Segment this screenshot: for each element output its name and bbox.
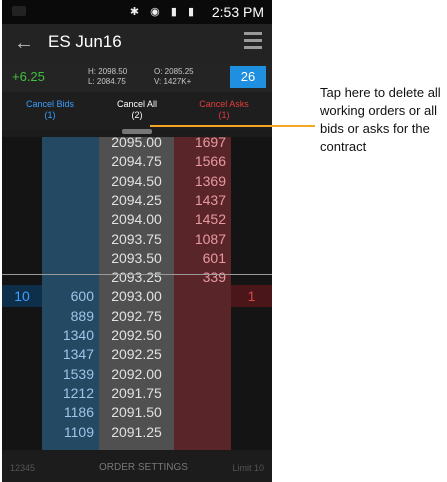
ask-size[interactable]: 601 xyxy=(202,249,226,266)
ladder-row[interactable]: 1212 2091.75 xyxy=(2,382,272,405)
bid-size[interactable]: 600 xyxy=(70,288,94,305)
price-level[interactable]: 2094.00 xyxy=(111,211,162,228)
callout-line xyxy=(150,125,315,127)
ladder-row[interactable]: 1340 2092.50 xyxy=(2,324,272,347)
cancel-bids-label: Cancel Bids xyxy=(25,99,75,109)
ask-size[interactable]: 1437 xyxy=(194,191,226,208)
bid-column xyxy=(42,137,99,450)
price-level[interactable]: 2094.25 xyxy=(111,191,162,208)
callout-text: Tap here to delete all working orders or… xyxy=(320,85,441,154)
price-ladder[interactable]: 2095.00 1697 2094.75 1566 2094.50 1369 2094.25… xyxy=(2,137,272,450)
price-level[interactable]: 2094.75 xyxy=(111,153,162,170)
ladder-row[interactable]: 2094.75 1566 xyxy=(2,150,272,173)
cancel-asks-count: (1) xyxy=(218,110,230,120)
working-sell-order[interactable]: 1 xyxy=(231,285,272,308)
bid-size[interactable]: 889 xyxy=(70,307,94,324)
drag-handle[interactable] xyxy=(122,129,152,134)
low-value: L: 2084.75 xyxy=(88,77,126,86)
ladder-row[interactable]: 1186 2091.50 xyxy=(2,401,272,424)
last-trade-line xyxy=(2,274,272,275)
status-bar: ✱ ◉ ▮ ▮ 2:53 PM xyxy=(2,0,272,24)
high-value: H: 2098.50 xyxy=(88,67,128,76)
bid-size[interactable]: 1340 xyxy=(62,327,94,343)
cancel-bids-count: (1) xyxy=(44,110,56,120)
back-arrow-icon[interactable]: ← xyxy=(14,32,34,54)
ladder-row[interactable]: 2093.75 1087 xyxy=(2,228,272,251)
open-value: O: 2085.25 xyxy=(154,67,194,76)
price-level[interactable]: 2091.75 xyxy=(111,384,162,401)
ladder-row[interactable]: 2094.50 1369 xyxy=(2,170,272,193)
price-level[interactable]: 2093.50 xyxy=(111,249,162,266)
ladder-row[interactable]: 2095.00 1697 xyxy=(2,137,272,154)
price-level[interactable]: 2092.75 xyxy=(111,307,162,324)
account-number: 12345 xyxy=(10,463,36,473)
order-settings-label[interactable]: ORDER SETTINGS xyxy=(99,462,188,473)
price-level[interactable]: 2091.25 xyxy=(111,423,162,440)
ladder-row[interactable]: 2093.25 339 xyxy=(2,266,272,289)
ladder-row[interactable]: 889 2092.75 xyxy=(2,305,272,328)
ladder-row[interactable]: 10 1 600 2093.00 xyxy=(2,285,272,308)
bid-size[interactable]: 1347 xyxy=(62,346,94,363)
ask-size[interactable]: 1566 xyxy=(194,153,226,170)
ask-size[interactable]: 1452 xyxy=(194,211,226,228)
ladder-row[interactable]: 1109 2091.25 xyxy=(2,421,272,444)
ask-size[interactable]: 1087 xyxy=(194,230,226,247)
cancel-all-count: (2) xyxy=(131,110,143,120)
bid-size[interactable]: 1212 xyxy=(62,384,94,401)
ladder-row[interactable]: 2093.50 601 xyxy=(2,247,272,270)
app-bar: ← ES Jun16 xyxy=(2,24,272,62)
order-settings-bar[interactable]: 12345 ORDER SETTINGS Limit 10 xyxy=(2,452,272,482)
net-change: +6.25 xyxy=(12,69,45,84)
cancel-all-button[interactable]: Cancel All (2) xyxy=(97,99,177,121)
bid-size[interactable]: 1109 xyxy=(63,423,94,440)
price-level[interactable]: 2092.00 xyxy=(111,365,162,382)
price-level[interactable]: 2095.00 xyxy=(111,137,162,150)
quote-bar: +6.25 H: 2098.50 L: 2084.75 O: 2085.25 V… xyxy=(2,62,272,92)
high-low: H: 2098.50 L: 2084.75 xyxy=(88,67,127,87)
status-icons: ✱ ◉ ▮ ▮ xyxy=(129,6,198,18)
price-level[interactable]: 2092.25 xyxy=(111,346,162,363)
bid-size[interactable]: 1539 xyxy=(62,365,94,382)
ask-size[interactable]: 1697 xyxy=(194,137,226,150)
ask-size[interactable]: 339 xyxy=(202,269,226,286)
price-level[interactable]: 2092.50 xyxy=(111,327,162,343)
price-column xyxy=(99,137,174,450)
working-buy-order[interactable]: 10 xyxy=(2,285,42,308)
notification-icon xyxy=(12,6,26,16)
cancel-all-label: Cancel All xyxy=(116,99,158,109)
open-volume: O: 2085.25 V: 1427K+ xyxy=(154,67,194,87)
price-level[interactable]: 2094.50 xyxy=(111,172,162,189)
price-level[interactable]: 2093.25 xyxy=(111,269,162,286)
ladder-row[interactable]: 2094.25 1437 xyxy=(2,189,272,212)
status-time: 2:53 PM xyxy=(211,4,264,20)
bid-size[interactable]: 1186 xyxy=(63,404,94,421)
price-level[interactable]: 2093.75 xyxy=(111,230,162,247)
price-level[interactable]: 2091.50 xyxy=(111,404,162,421)
cancel-row: Cancel Bids (1) Cancel All (2) Cancel As… xyxy=(2,92,272,130)
price-level[interactable]: 2093.00 xyxy=(111,288,162,305)
cancel-asks-label: Cancel Asks xyxy=(199,99,249,109)
ask-size[interactable]: 1369 xyxy=(194,172,226,189)
ask-column xyxy=(174,137,231,450)
order-limit: Limit 10 xyxy=(232,463,264,473)
position-badge[interactable]: 26 xyxy=(230,66,266,88)
cancel-asks-button[interactable]: Cancel Asks (1) xyxy=(184,99,264,121)
page-title: ES Jun16 xyxy=(48,32,122,51)
volume-value: V: 1427K+ xyxy=(154,77,192,86)
phone-screen: ✱ ◉ ▮ ▮ 2:53 PM ← ES Jun16 +6.25 H: 2098… xyxy=(2,0,272,482)
ladder-row[interactable]: 2094.00 1452 xyxy=(2,208,272,231)
ladder-row[interactable]: 1539 2092.00 xyxy=(2,363,272,386)
cancel-bids-button[interactable]: Cancel Bids (1) xyxy=(10,99,90,121)
menu-icon[interactable] xyxy=(244,32,262,53)
ladder-row[interactable]: 1347 2092.25 xyxy=(2,343,272,366)
